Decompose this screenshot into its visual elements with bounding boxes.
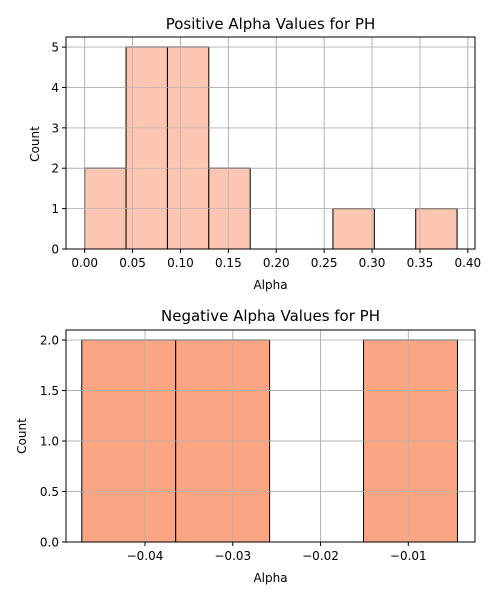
x-tick-label: 0.20: [263, 256, 290, 270]
chart-title: Positive Alpha Values for PH: [166, 15, 376, 33]
x-axis-label: Alpha: [253, 278, 287, 292]
positive-alpha-chart: Positive Alpha Values for PH Alpha Count…: [28, 15, 481, 292]
y-tick-label: 4: [51, 81, 59, 95]
y-tick-label: 1.0: [40, 435, 59, 449]
histogram-bar: [166, 46, 210, 250]
y-tick-label: 3: [51, 121, 59, 135]
histogram-bar: [332, 208, 375, 250]
x-tick-label: 0.35: [407, 256, 434, 270]
y-axis-label: Count: [15, 418, 29, 454]
x-tick-label: −0.02: [302, 549, 339, 563]
x-tick-label: 0.10: [167, 256, 194, 270]
x-tick-label: 0.05: [119, 256, 146, 270]
x-tick-label: 0.25: [311, 256, 338, 270]
y-tick-label: 1: [51, 202, 59, 216]
plot-frame: [65, 329, 476, 543]
y-tick-label: 0.5: [40, 485, 59, 499]
bars: [84, 46, 458, 250]
y-tick-label: 0: [51, 243, 59, 257]
x-tick-label: 0.30: [359, 256, 386, 270]
negative-alpha-chart: Negative Alpha Values for PH Alpha Count…: [15, 307, 476, 585]
y-tick-label: 2: [51, 162, 59, 176]
y-axis-label: Count: [28, 126, 42, 162]
x-axis-label: Alpha: [253, 571, 287, 585]
y-tick-label: 2.0: [40, 334, 59, 348]
plot-frame: [65, 36, 476, 250]
x-tick-label: 0.40: [454, 256, 481, 270]
x-tick-label: −0.03: [214, 549, 251, 563]
chart-title: Negative Alpha Values for PH: [161, 307, 380, 325]
histogram-bar: [415, 208, 458, 250]
x-tick-label: −0.01: [390, 549, 427, 563]
y-tick-label: 1.5: [40, 384, 59, 398]
y-tick-label: 0.0: [40, 536, 59, 550]
x-tick-label: 0.15: [215, 256, 242, 270]
x-tick-label: −0.04: [127, 549, 164, 563]
y-tick-label: 5: [51, 41, 59, 55]
x-tick-label: 0.00: [71, 256, 98, 270]
